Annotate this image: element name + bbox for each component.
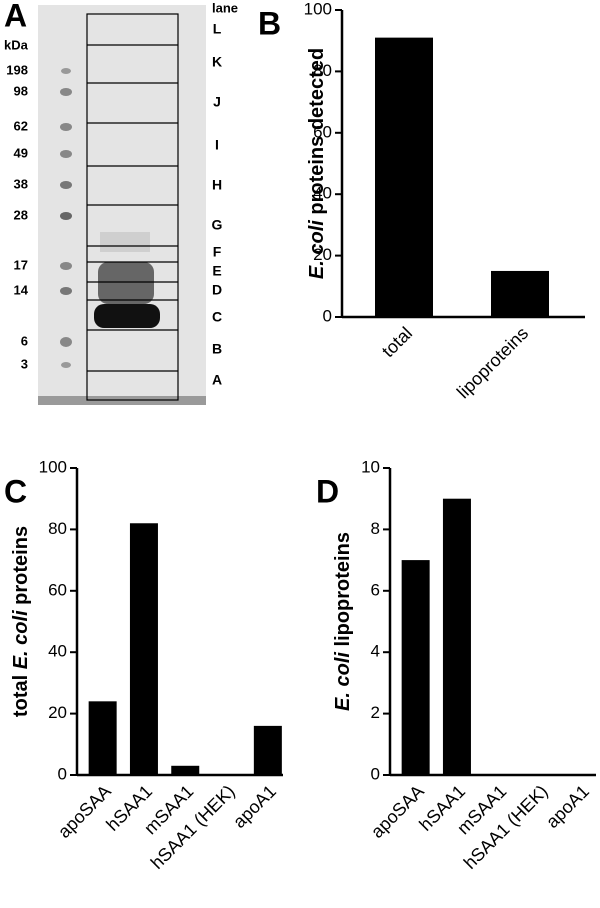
gel-panel: A lane kDa	[4, 0, 238, 405]
bar	[171, 765, 200, 775]
y-tick-label: 20	[48, 703, 67, 722]
lane-label: F	[213, 244, 222, 260]
marker-label: 198	[6, 62, 28, 77]
y-tick-label: 10	[361, 457, 380, 476]
y-axis-title-part: total	[10, 669, 32, 717]
sample-smear	[100, 232, 150, 252]
marker-band	[60, 181, 72, 189]
y-axis-title: E. coli lipoproteins	[332, 532, 354, 711]
lane-label: I	[215, 137, 219, 153]
y-axis-title-part: E. coli	[332, 652, 354, 711]
marker-label: 3	[21, 356, 28, 371]
marker-label: 28	[14, 207, 28, 222]
y-axis-title-part: E. coli	[306, 220, 328, 279]
lane-label: H	[212, 177, 222, 193]
lane-label: J	[213, 94, 221, 110]
marker-label: 98	[14, 83, 28, 98]
panel-label: A	[4, 0, 27, 33]
bar	[442, 498, 471, 775]
marker-label: 49	[14, 145, 28, 160]
y-tick-label: 60	[48, 580, 67, 599]
x-tick-label: apoA1	[229, 781, 280, 832]
unit-label: kDa	[4, 37, 29, 52]
y-tick-label: 40	[48, 642, 67, 661]
lane-label: C	[212, 309, 222, 325]
marker-label: 14	[14, 282, 29, 297]
marker-label: 62	[14, 118, 28, 133]
y-axis-title-part: E. coli	[10, 610, 32, 669]
y-tick-label: 80	[48, 519, 67, 538]
marker-band	[60, 287, 72, 295]
bar	[88, 701, 117, 775]
y-tick-label: 6	[371, 580, 380, 599]
bar	[401, 560, 430, 775]
marker-band	[60, 123, 72, 131]
marker-label: 38	[14, 176, 28, 191]
y-tick-label: 100	[304, 0, 332, 18]
marker-band	[61, 362, 71, 368]
slice-lines	[87, 44, 178, 372]
x-tick-label: lipoproteins	[453, 323, 532, 402]
lane-label: K	[212, 54, 222, 70]
y-tick-label: 0	[371, 764, 380, 783]
lane-label: G	[212, 217, 223, 233]
x-tick-label: apoSAA	[367, 781, 428, 842]
y-tick-label: 100	[39, 457, 67, 476]
x-tick-label: apoSAA	[54, 781, 115, 842]
y-axis-title-part: lipoproteins	[332, 532, 354, 652]
panel-label: C	[4, 473, 27, 509]
marker-band	[60, 212, 72, 220]
x-tick-label: total	[378, 323, 416, 361]
y-axis-title-part: proteins detected	[306, 48, 328, 220]
lane-label: A	[212, 372, 222, 388]
lane-label: E	[212, 263, 221, 279]
marker-band	[60, 262, 72, 270]
y-tick-label: 60	[313, 122, 332, 141]
bar	[129, 523, 158, 775]
sample-smear	[98, 262, 154, 304]
y-axis-title-part: proteins	[10, 526, 32, 610]
y-tick-label: 0	[58, 764, 67, 783]
y-tick-label: 20	[313, 245, 332, 264]
x-tick-label: apoA1	[542, 781, 593, 832]
panel-label: B	[258, 5, 281, 41]
bar	[491, 270, 549, 317]
marker-band	[61, 68, 71, 74]
marker-label: 6	[21, 333, 28, 348]
marker-band	[60, 88, 72, 96]
lane-header: lane	[212, 0, 238, 15]
bar	[253, 725, 282, 775]
y-axis-title: total E. coli proteins	[10, 526, 32, 717]
marker-band	[60, 337, 72, 347]
y-axis-title: E. coli proteins detected	[306, 48, 328, 279]
y-tick-label: 4	[371, 642, 380, 661]
lane-label: B	[212, 341, 222, 357]
y-tick-label: 40	[313, 184, 332, 203]
lane-box	[86, 13, 179, 401]
y-tick-label: 8	[371, 519, 380, 538]
y-tick-label: 2	[371, 703, 380, 722]
sample-band	[94, 304, 160, 328]
bar	[375, 37, 433, 317]
y-tick-label: 80	[313, 61, 332, 80]
panel-label: D	[316, 473, 339, 509]
marker-label: 17	[14, 257, 28, 272]
lane-label: D	[212, 282, 222, 298]
lane-label: L	[213, 21, 222, 37]
y-tick-label: 0	[323, 306, 332, 325]
marker-band	[60, 150, 72, 158]
